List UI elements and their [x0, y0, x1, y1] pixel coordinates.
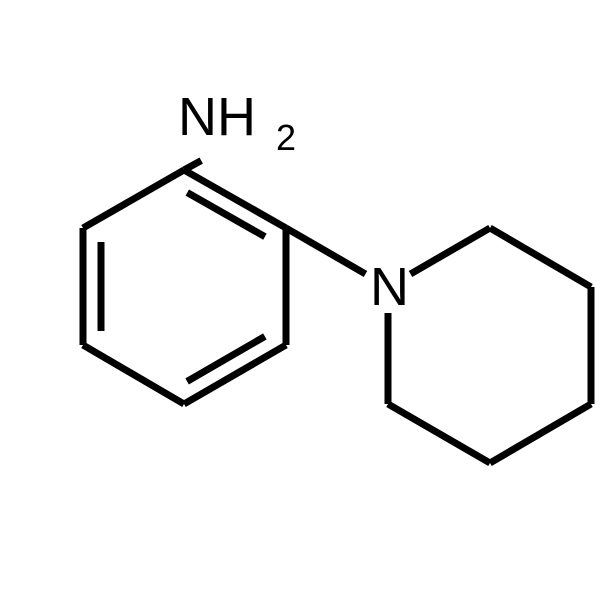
bonds-layer: [83, 161, 591, 463]
nitrogen-label: N: [370, 257, 409, 317]
atom-labels-layer: NH2 N: [178, 87, 409, 317]
molecule-diagram: NH2 N: [0, 0, 600, 600]
amine-label: NH2: [178, 87, 296, 158]
